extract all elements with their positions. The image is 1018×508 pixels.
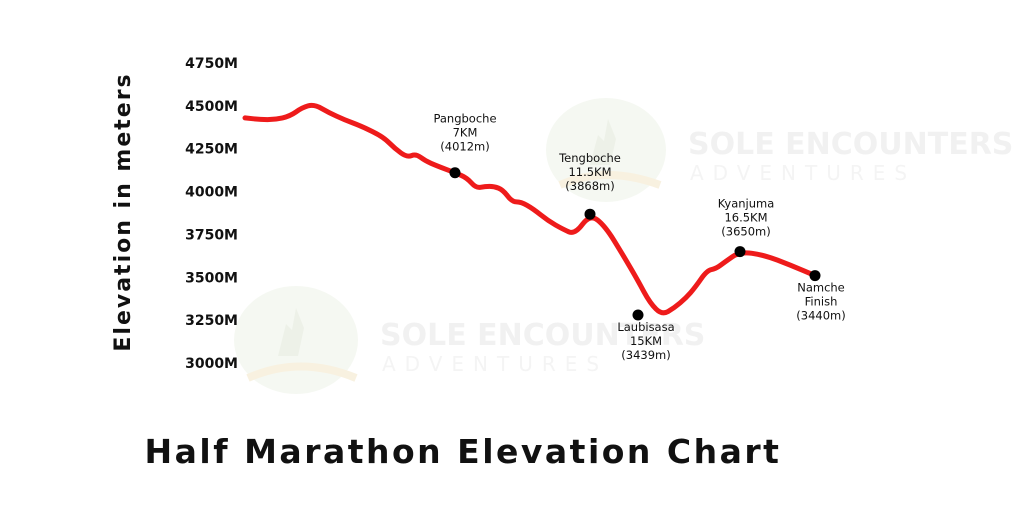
waypoint-label: Namche — [797, 281, 845, 295]
waypoint-label: 11.5KM — [568, 165, 611, 179]
y-tick-label: 3250M — [185, 313, 238, 329]
y-tick-label: 3000M — [185, 356, 238, 372]
waypoint-label: (3868m) — [565, 179, 614, 193]
waypoint-label: Kyanjuma — [718, 197, 775, 211]
waypoint-label: 7KM — [453, 126, 478, 140]
y-tick-label: 3750M — [185, 227, 238, 243]
waypoint-label: Laubisasa — [617, 320, 674, 334]
watermark-line2-bottom: ADVENTURES — [382, 352, 608, 376]
watermark-logo-top: SOLE ENCOUNTERS ADVENTURES — [546, 98, 1013, 202]
waypoint-label: 16.5KM — [724, 211, 767, 225]
waypoint-marker — [584, 208, 596, 220]
waypoint-label: Finish — [805, 295, 838, 309]
watermark-logo-bottom: SOLE ENCOUNTERS ADVENTURES — [234, 286, 705, 394]
waypoint-marker — [734, 246, 746, 258]
waypoint-label: (3440m) — [796, 309, 845, 323]
y-axis-label: Elevation in meters — [111, 72, 136, 351]
watermark-line2-top: ADVENTURES — [690, 161, 916, 185]
y-axis-ticks: 4750M 4500M 4250M 4000M 3750M 3500M 3250M 3000M — [185, 56, 238, 372]
waypoint-label: (3650m) — [721, 225, 770, 239]
waypoint-marker — [809, 270, 821, 282]
waypoint-marker — [449, 167, 461, 179]
y-tick-label: 3500M — [185, 270, 238, 286]
y-tick-label: 4750M — [185, 56, 238, 72]
watermark-line1-bottom: SOLE ENCOUNTERS — [380, 318, 705, 353]
waypoint-label: (4012m) — [440, 140, 489, 154]
waypoint-label: (3439m) — [621, 348, 670, 362]
y-tick-label: 4250M — [185, 142, 238, 158]
waypoint-label: 15KM — [630, 334, 662, 348]
waypoint-label: Tengboche — [558, 151, 621, 165]
waypoint-marker — [632, 309, 644, 321]
watermark-line1-top: SOLE ENCOUNTERS — [688, 127, 1013, 162]
elevation-line — [242, 102, 818, 316]
y-tick-label: 4000M — [185, 185, 238, 201]
waypoint-label: Pangboche — [433, 112, 496, 126]
chart-title: Half Marathon Elevation Chart — [145, 432, 782, 471]
y-tick-label: 4500M — [185, 99, 238, 115]
